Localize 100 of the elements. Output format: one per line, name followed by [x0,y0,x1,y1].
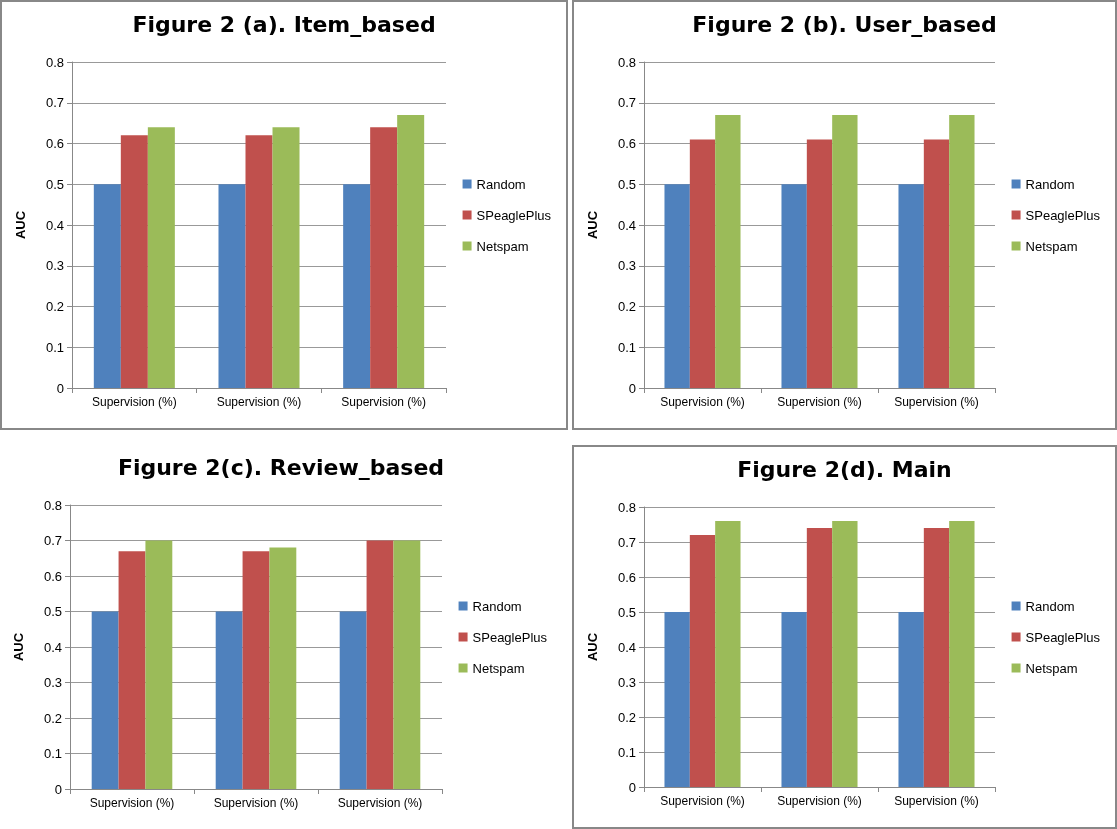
bar [664,184,690,388]
bar [806,139,833,388]
legend-label: Random [472,598,522,614]
y-tick-label: 0.7 [45,95,64,111]
bar [923,528,950,787]
chart-title: Figure 2 (b). User_based [692,11,997,37]
y-axis-title: AUC [11,632,26,662]
y-tick-label: 0.5 [43,604,62,619]
y-axis-title: AUC [585,210,600,240]
bar [147,127,175,388]
y-tick-label: 0 [56,380,64,396]
x-tick-label: Supervision (%) [337,796,423,810]
y-tick-label: 0.6 [45,136,64,151]
y-tick-label: 0.2 [45,299,64,314]
y-tick-label: 0.2 [617,299,636,314]
y-tick-label: 0.5 [45,176,64,192]
y-tick-label: 0.8 [617,54,636,70]
legend-label: Netspam [472,660,525,676]
x-tick-label: Supervision (%) [213,796,299,810]
chart-title: Figure 2(c). Review_based [117,454,445,480]
y-tick-label: 0.4 [617,217,636,233]
legend-label: Random [1025,598,1075,614]
legend-label: Netspam [1025,660,1078,676]
x-tick-label: Supervision (%) [91,395,177,409]
y-tick-label: 0.1 [617,744,636,760]
bar [715,114,741,388]
bar [245,135,273,388]
bar [393,540,421,789]
x-tick-label: Supervision (%) [894,395,979,409]
chart-title: Figure 2 (a). Item_based [132,11,436,37]
bar [218,184,246,388]
y-tick-label: 0.3 [617,674,636,690]
x-tick-label: Supervision (%) [777,395,862,409]
y-tick-label: 0.8 [617,499,636,515]
x-tick-label: Supervision (%) [89,796,175,810]
bar [832,114,858,388]
bar [781,612,807,787]
y-tick-label: 0.6 [43,568,62,584]
bar [269,547,297,789]
bar [272,127,300,388]
bar [949,114,975,388]
y-tick-label: 0.7 [617,534,636,550]
y-tick-label: 0.5 [617,604,636,620]
x-tick-label: Supervision (%) [341,395,427,409]
y-tick-label: 0.1 [43,746,62,761]
x-tick-label: Supervision (%) [777,794,862,808]
y-tick-label: 0.2 [43,710,62,726]
bar [898,612,924,787]
y-axis-title: AUC [13,210,28,240]
legend-label: SPeaglePlus [1025,207,1101,223]
x-tick-label: Supervision (%) [660,395,745,409]
y-tick-label: 0.3 [45,258,64,274]
y-axis-title: AUC [585,632,600,662]
y-tick-label: 0.1 [45,339,64,355]
x-tick-label: Supervision (%) [216,395,302,409]
legend-label: Netspam [1025,238,1078,254]
bar [949,521,975,787]
bar [689,139,716,388]
bar [242,551,270,789]
legend-label: SPeaglePlus [476,207,552,223]
legend-label: SPeaglePlus [472,629,548,645]
chart-title: Figure 2(d). Main [737,456,952,482]
y-tick-label: 0.7 [617,95,636,111]
legend-label: SPeaglePlus [1025,629,1101,645]
bar [715,521,741,787]
legend-label: Netspam [476,238,529,254]
bar [215,611,243,789]
y-tick-label: 0.7 [43,533,62,548]
y-tick-label: 0.1 [617,339,636,355]
bar [93,184,121,388]
y-tick-label: 0.6 [617,569,636,585]
bar [343,184,371,388]
bar [806,528,833,787]
bar [366,540,394,789]
y-tick-label: 0.4 [45,217,64,233]
bar [370,127,398,388]
bar [898,184,924,388]
y-tick-label: 0 [54,781,62,797]
y-tick-label: 0.5 [617,176,636,192]
y-tick-label: 0 [628,380,636,396]
y-tick-label: 0 [628,779,636,795]
y-tick-label: 0.4 [617,639,636,655]
bar [664,612,690,787]
bar [923,139,950,388]
legend-label: Random [1025,176,1075,192]
y-tick-label: 0.2 [617,709,636,725]
y-tick-label: 0.3 [43,675,62,690]
bar [832,521,858,787]
bar [397,114,425,388]
bar [91,611,119,789]
bar [339,611,367,789]
y-tick-label: 0.3 [617,258,636,274]
x-tick-label: Supervision (%) [660,794,745,808]
y-tick-label: 0.8 [43,497,62,513]
y-tick-label: 0.4 [43,639,62,655]
x-tick-label: Supervision (%) [894,794,979,808]
y-tick-label: 0.6 [617,136,636,151]
y-tick-label: 0.8 [45,54,64,70]
bar [120,135,148,388]
bar [689,535,716,787]
